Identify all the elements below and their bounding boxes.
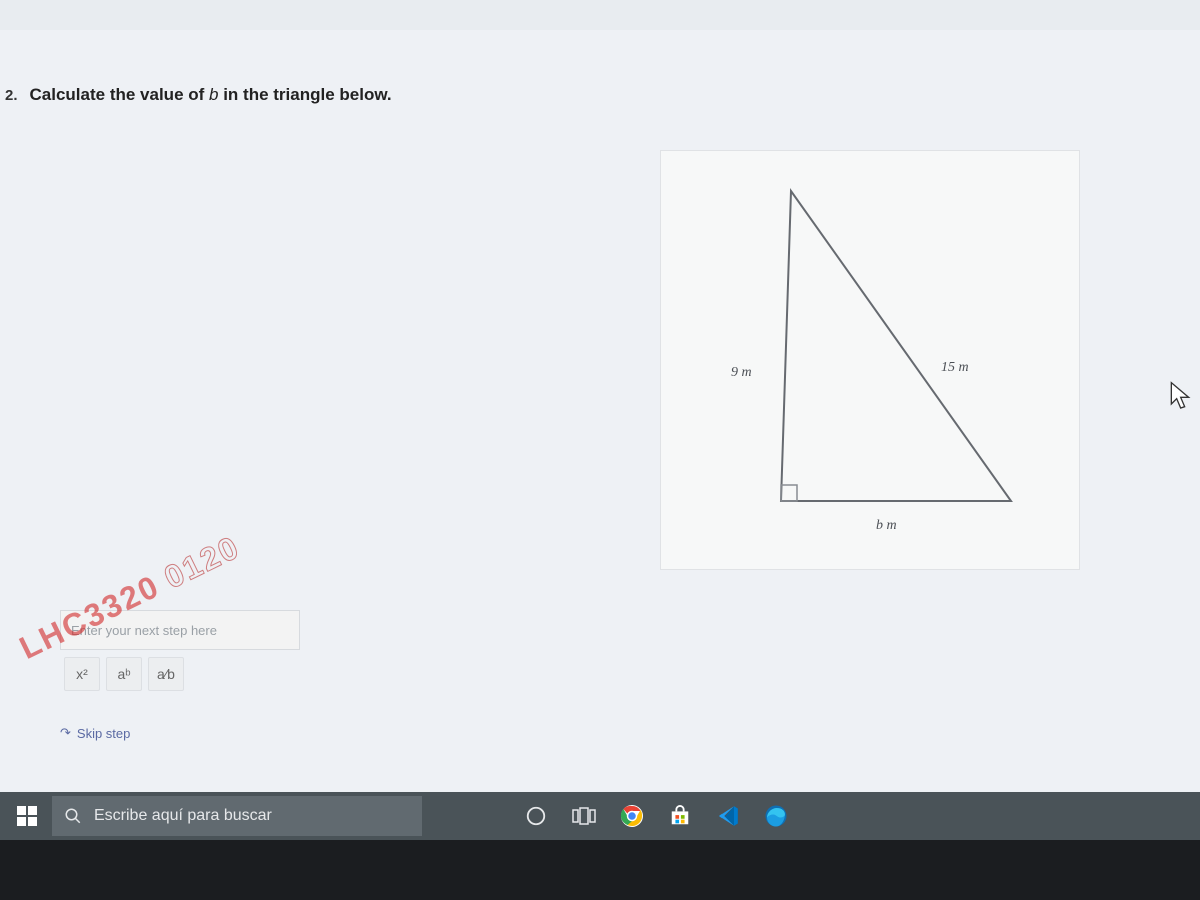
watermark-suffix: 0120 <box>158 528 245 595</box>
vscode-icon <box>716 804 740 828</box>
skip-step-icon: ↷ <box>60 725 71 741</box>
qtext-before: Calculate the value of <box>30 85 210 104</box>
task-view-icon <box>572 806 596 826</box>
start-button[interactable] <box>4 792 50 840</box>
chrome-button[interactable] <box>608 792 656 840</box>
toolbar-sq-button[interactable]: x² <box>64 657 100 691</box>
store-icon <box>669 805 691 827</box>
question-header: 2. Calculate the value of b in the trian… <box>5 85 392 105</box>
svg-text:9 m: 9 m <box>731 365 752 380</box>
question-content-area: 2. Calculate the value of b in the trian… <box>0 30 1200 830</box>
question-text: Calculate the value of b in the triangle… <box>30 85 392 105</box>
toolbar-power-button[interactable]: aᵇ <box>106 657 142 691</box>
question-number: 2. <box>5 87 18 104</box>
svg-text:15 m: 15 m <box>941 360 969 375</box>
edge-button[interactable] <box>752 792 800 840</box>
vscode-button[interactable] <box>704 792 752 840</box>
windows-logo-icon <box>17 806 37 826</box>
windows-taskbar: Escribe aquí para buscar <box>0 792 1200 840</box>
cortana-icon <box>525 805 547 827</box>
task-view-button[interactable] <box>560 792 608 840</box>
answer-input-area: x² aᵇ a⁄b <box>60 610 330 694</box>
qtext-after: in the triangle below. <box>218 85 391 104</box>
skip-step-label: Skip step <box>77 726 130 741</box>
monitor-bezel <box>0 840 1200 900</box>
math-toolbar: x² aᵇ a⁄b <box>60 654 330 694</box>
store-button[interactable] <box>656 792 704 840</box>
svg-text:b m: b m <box>876 518 897 533</box>
skip-step-link[interactable]: ↷ Skip step <box>60 725 130 741</box>
cortana-button[interactable] <box>512 792 560 840</box>
search-icon <box>64 807 82 825</box>
taskbar-search[interactable]: Escribe aquí para buscar <box>52 796 422 836</box>
triangle-figure: 9 m 15 m b m <box>660 150 1080 570</box>
step-input[interactable] <box>60 610 300 650</box>
taskbar-search-placeholder: Escribe aquí para buscar <box>94 807 272 825</box>
edge-icon <box>764 804 788 828</box>
triangle-svg: 9 m 15 m b m <box>661 151 1081 571</box>
toolbar-fraction-button[interactable]: a⁄b <box>148 657 184 691</box>
chrome-icon <box>620 804 644 828</box>
